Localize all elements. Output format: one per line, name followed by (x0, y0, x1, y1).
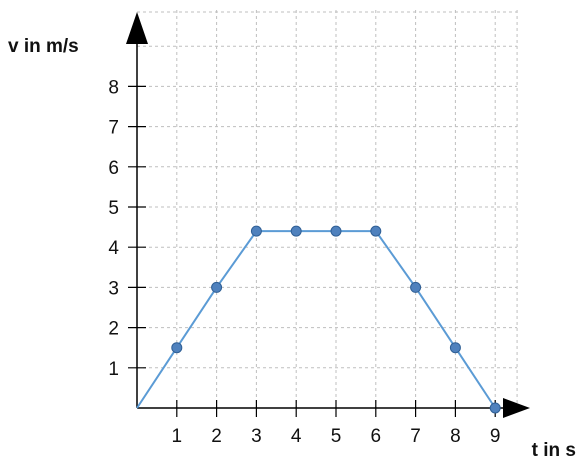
data-point (370, 225, 382, 237)
data-point (250, 225, 262, 237)
data-point (290, 225, 302, 237)
x-tick-label: 8 (450, 426, 461, 447)
data-point (449, 342, 461, 354)
data-point (489, 402, 501, 414)
data-point (330, 225, 342, 237)
grid (137, 10, 518, 408)
series-line (136, 230, 497, 409)
y-tick-label: 5 (108, 198, 119, 219)
y-axis-arrowhead (126, 12, 148, 44)
x-tick-label: 6 (371, 426, 382, 447)
y-tick-label: 4 (108, 238, 119, 259)
y-tick-label: 3 (108, 278, 119, 299)
x-tick-label: 5 (331, 426, 342, 447)
data-point (171, 342, 183, 354)
series (136, 225, 501, 414)
x-tick-label: 3 (251, 426, 262, 447)
x-tick-label: 7 (410, 426, 421, 447)
x-axis-arrowhead (503, 398, 530, 418)
y-tick-label: 6 (108, 158, 119, 179)
x-tick-label: 1 (172, 426, 183, 447)
x-tick-label: 4 (291, 426, 302, 447)
x-tick-label: 2 (211, 426, 222, 447)
x-axis-title: t in s (532, 440, 576, 461)
axes (126, 12, 530, 418)
y-axis-title: v in m/s (8, 36, 79, 57)
x-tick-label: 9 (490, 426, 501, 447)
data-point (211, 281, 223, 293)
y-tick-label: 2 (108, 319, 119, 340)
y-tick-label: 8 (108, 77, 119, 98)
ticks: 1 2 3 4 5 6 7 8 1 2 3 4 5 6 7 8 9 (108, 77, 500, 447)
data-point (410, 281, 422, 293)
y-tick-label: 7 (108, 118, 119, 139)
y-tick-label: 1 (108, 359, 119, 380)
